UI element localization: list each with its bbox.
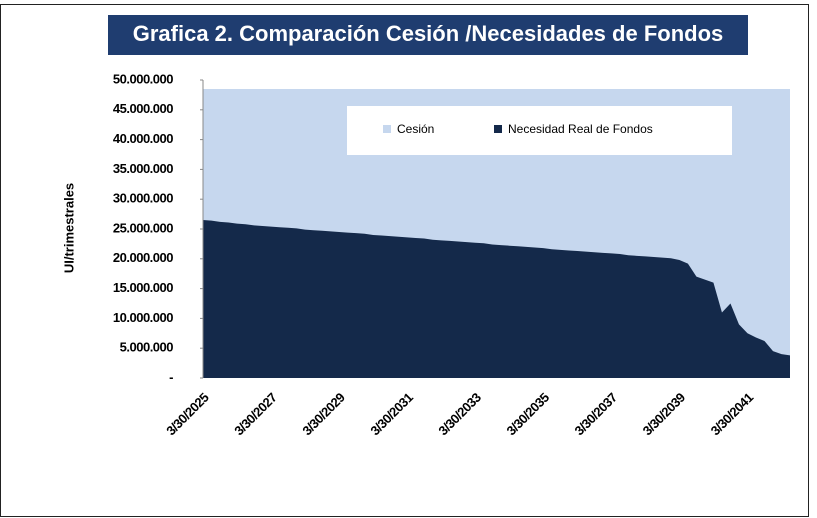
legend-label: Necesidad Real de Fondos bbox=[508, 122, 653, 136]
y-tick-label: - bbox=[169, 369, 173, 384]
y-axis-label: UI/trimestrales bbox=[61, 183, 76, 273]
y-tick-label: 50.000.000 bbox=[113, 71, 173, 86]
legend-swatch bbox=[494, 125, 502, 133]
legend-swatch bbox=[383, 125, 391, 133]
y-tick-label: 40.000.000 bbox=[113, 131, 173, 146]
legend-label: Cesión bbox=[397, 122, 434, 136]
y-tick-label: 25.000.000 bbox=[113, 220, 173, 235]
y-tick-label: 20.000.000 bbox=[113, 250, 173, 265]
area bbox=[203, 220, 790, 378]
legend-box bbox=[347, 106, 732, 155]
y-tick-label: 30.000.000 bbox=[113, 191, 173, 206]
y-tick-label: 45.000.000 bbox=[113, 101, 173, 116]
legend: Cesión Necesidad Real de Fondos bbox=[347, 106, 732, 155]
y-tick-label: 15.000.000 bbox=[113, 280, 173, 295]
chart-title: Grafica 2. Comparación Cesión /Necesidad… bbox=[133, 21, 724, 46]
y-tick-label: 35.000.000 bbox=[113, 161, 173, 176]
y-tick-label: 10.000.000 bbox=[113, 310, 173, 325]
y-tick-label: 5.000.000 bbox=[120, 340, 174, 355]
title-box bbox=[108, 15, 748, 55]
